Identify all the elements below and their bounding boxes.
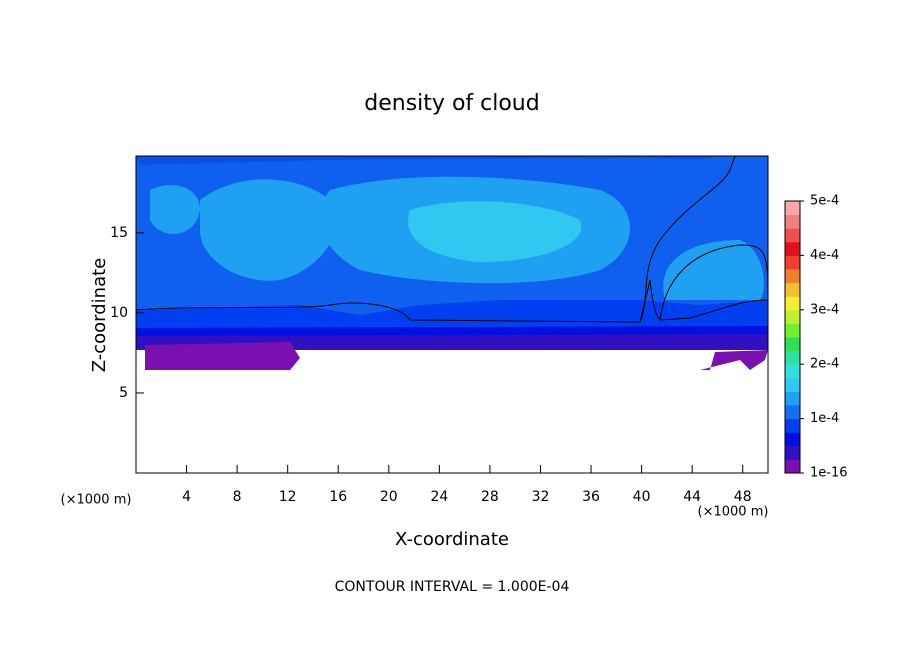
x-tick-label: 44 <box>683 489 701 505</box>
x-tick-label: 8 <box>233 489 242 505</box>
colorbar-segment <box>785 255 800 270</box>
contour-field <box>135 155 769 370</box>
plot-frame <box>135 155 769 474</box>
colorbar-segment <box>785 282 800 297</box>
colorbar-frame <box>784 200 801 474</box>
colorbar-segment <box>785 269 800 284</box>
x-tick-label: 36 <box>582 489 600 505</box>
colorbar-tick-label: 4e-4 <box>810 248 839 263</box>
x-tick-label: 40 <box>633 489 651 505</box>
colorbar-segment <box>785 391 800 406</box>
x-tick-label: 28 <box>481 489 499 505</box>
colorbar-segment <box>785 309 800 324</box>
x-unit: (×1000 m) <box>698 505 769 520</box>
chart-title: density of cloud <box>364 91 539 116</box>
x-axis-label: X-coordinate <box>395 529 509 550</box>
colorbar-segment <box>785 445 800 460</box>
colorbar-segment <box>785 418 800 433</box>
colorbar-segment <box>785 405 800 420</box>
colorbar-segment <box>785 337 800 352</box>
x-tick-label: 32 <box>532 489 550 505</box>
colorbar-segment <box>785 377 800 392</box>
y-axis-label: Z-coordinate <box>89 258 110 373</box>
colorbar-tick-label: 1e-4 <box>810 411 839 426</box>
x-tick-label: 12 <box>279 489 297 505</box>
x-tick-label: 48 <box>734 489 752 505</box>
x-tick-label: 20 <box>380 489 398 505</box>
colorbar-segment <box>785 459 800 474</box>
colorbar-segment <box>785 214 800 229</box>
colorbar-segment <box>785 201 800 216</box>
y-tick-label: 15 <box>110 225 128 241</box>
colorbar-segment <box>785 432 800 447</box>
colorbar-tick-label: 1e-16 <box>810 466 848 481</box>
y-tick-label: 5 <box>119 385 128 401</box>
colorbar-tick-label: 3e-4 <box>810 302 839 317</box>
colorbar-tick-label: 5e-4 <box>810 194 839 209</box>
colorbar-segment <box>785 364 800 379</box>
y-unit: (×1000 m) <box>61 493 132 508</box>
colorbar-segment <box>785 296 800 311</box>
x-tick-label: 24 <box>430 489 448 505</box>
colorbar-segment <box>785 228 800 243</box>
x-tick-label: 4 <box>182 489 191 505</box>
colorbar-tick-label: 2e-4 <box>810 357 839 372</box>
y-tick-label: 10 <box>110 305 128 321</box>
x-tick-label: 16 <box>329 489 347 505</box>
colorbar-segment <box>785 241 800 256</box>
colorbar-segment <box>785 323 800 338</box>
footer: CONTOUR INTERVAL = 1.000E-04 <box>335 579 570 595</box>
colorbar-segment <box>785 350 800 365</box>
